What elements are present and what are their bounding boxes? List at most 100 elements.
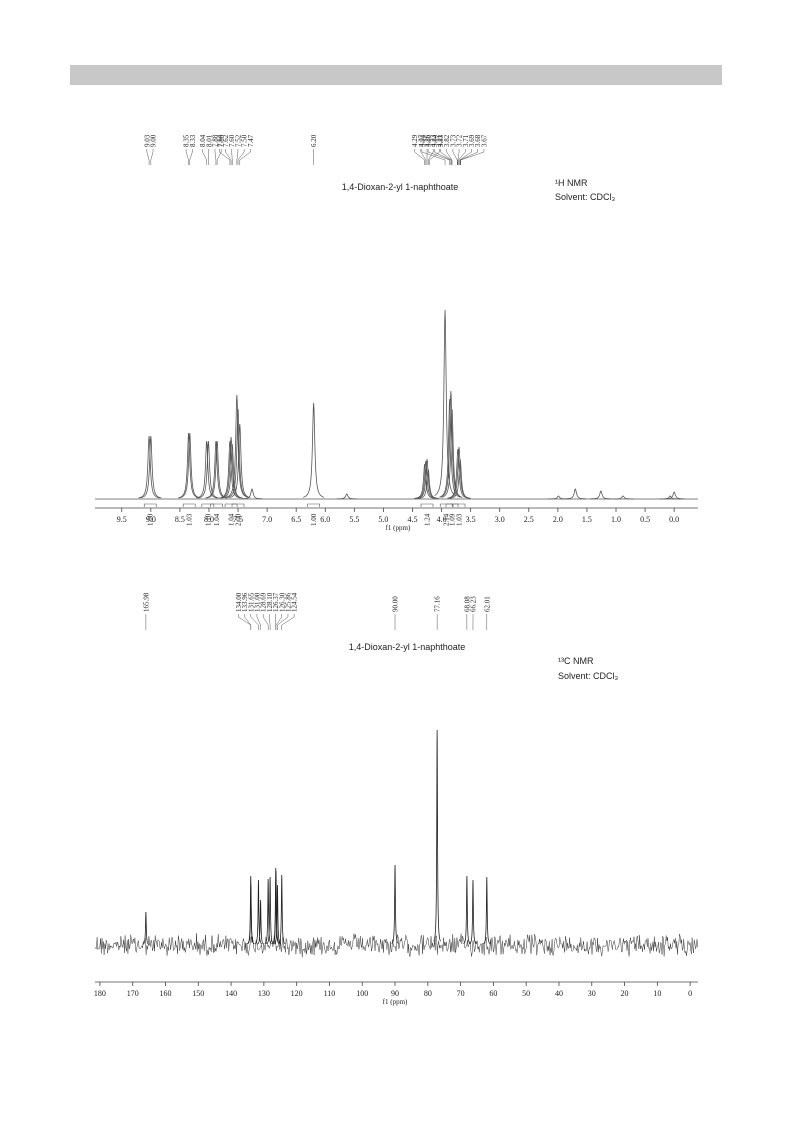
peak — [434, 730, 441, 941]
peak-label-leader — [257, 614, 261, 630]
x-tick-label: 3.5 — [466, 515, 476, 524]
peak-label: 90.00 — [392, 596, 400, 612]
peak-label-leader — [238, 149, 244, 165]
peak-label-leader — [215, 149, 216, 165]
x-tick-label: 80 — [424, 989, 432, 998]
peak-label-leader — [276, 614, 282, 630]
x-axis-label: f1 (ppm) — [386, 524, 411, 532]
peak-label-leader — [226, 149, 232, 165]
x-tick-label: 0.0 — [669, 515, 679, 524]
solvent-label: Solvent: CDCl₃ — [555, 192, 616, 202]
peak — [435, 310, 456, 496]
peak — [303, 403, 324, 497]
peak — [483, 877, 490, 944]
x-tick-label: 0 — [688, 989, 692, 998]
x-tick-label: 110 — [324, 989, 336, 998]
peak-label: 3.67 — [480, 134, 488, 147]
peak — [464, 876, 471, 944]
x-tick-label: 2.0 — [553, 515, 563, 524]
x-tick-label: 40 — [555, 989, 563, 998]
peak — [392, 865, 399, 944]
x-tick-label: 3.0 — [495, 515, 505, 524]
x-tick-label: 50 — [522, 989, 530, 998]
x-tick-label: 130 — [258, 989, 270, 998]
peak — [278, 875, 285, 944]
integral-label: 1.04 — [213, 513, 221, 526]
x-tick-label: 140 — [225, 989, 237, 998]
peak-label: 7.47 — [247, 134, 255, 147]
peak — [590, 491, 611, 499]
peak-label: 165.98 — [142, 592, 150, 612]
integral-label: 1.03 — [456, 513, 464, 526]
integral-label: 1.00 — [310, 513, 318, 526]
x-tick-label: 180 — [94, 989, 106, 998]
peak — [336, 494, 357, 499]
integral-label: 1.24 — [424, 513, 432, 526]
peak-label-leader — [263, 614, 268, 630]
peak-label-leader — [415, 149, 425, 165]
peak-label-leader — [151, 149, 153, 165]
x-tick-label: 90 — [391, 989, 399, 998]
integral-bracket — [308, 504, 320, 507]
peak — [664, 492, 685, 499]
peak-label-leader — [269, 614, 270, 630]
x-tick-label: 160 — [159, 989, 171, 998]
nucleus-label: ¹H NMR — [555, 178, 588, 188]
x-tick-label: 20 — [621, 989, 629, 998]
integral-bracket — [183, 504, 195, 507]
peak-label-leader — [245, 614, 251, 630]
peak — [565, 489, 586, 499]
x-axis-label: f1 (ppm) — [383, 998, 408, 1006]
peak-label-leader — [147, 149, 149, 165]
peak-label-leader — [251, 614, 259, 630]
x-tick-label: 5.5 — [349, 515, 359, 524]
x-tick-label: 4.5 — [407, 515, 417, 524]
integral-bracket — [211, 504, 223, 507]
x-tick-label: 5.0 — [378, 515, 388, 524]
integral-bracket — [232, 504, 244, 507]
x-tick-label: 170 — [127, 989, 139, 998]
peak-label: 9.00 — [150, 134, 158, 147]
peak-label-leader — [421, 149, 426, 165]
peak-label-leader — [237, 149, 238, 165]
integral-bracket — [202, 504, 214, 507]
x-tick-label: 0.5 — [640, 515, 650, 524]
x-tick-label: 6.5 — [291, 515, 301, 524]
peak-label: 62.01 — [483, 596, 491, 612]
x-tick-label: 9.5 — [117, 515, 127, 524]
peak-label-leader — [203, 149, 207, 165]
x-tick-label: 7.0 — [262, 515, 272, 524]
peak-label: 6.20 — [310, 134, 318, 147]
peak-label-leader — [190, 149, 193, 165]
x-tick-label: 70 — [457, 989, 465, 998]
peak-label-leader — [240, 149, 251, 165]
header-bar — [70, 65, 722, 85]
peak-label: 66.23 — [470, 596, 478, 612]
x-tick-label: 8.5 — [175, 515, 185, 524]
peak-label-leader — [428, 149, 433, 165]
peak-label-leader — [186, 149, 189, 165]
nucleus-label: ¹³C NMR — [558, 656, 594, 666]
spectrum-title: 1,4-Dioxan-2-yl 1-naphthoate — [349, 642, 466, 652]
x-tick-label: 6.0 — [320, 515, 330, 524]
integral-bracket — [144, 504, 156, 507]
peak-label: 77.16 — [434, 596, 442, 612]
x-tick-label: 120 — [291, 989, 303, 998]
peak — [612, 496, 633, 499]
integral-label: 1.03 — [186, 513, 194, 526]
peak-label: 124.54 — [291, 592, 299, 612]
x-tick-label: 2.5 — [524, 515, 534, 524]
integral-label: 2.00 — [235, 513, 243, 526]
integral-label: 1.10 — [204, 513, 212, 526]
x-tick-label: 1.5 — [582, 515, 592, 524]
spectrum-title: 1,4-Dioxan-2-yl 1-naphthoate — [342, 182, 459, 192]
solvent-label: Solvent: CDCl₃ — [558, 671, 619, 681]
integral-bracket — [421, 504, 433, 507]
peak-label: 8.33 — [189, 134, 197, 147]
x-tick-label: 1.0 — [611, 515, 621, 524]
x-tick-label: 30 — [588, 989, 596, 998]
x-tick-label: 100 — [356, 989, 368, 998]
x-tick-label: 60 — [489, 989, 497, 998]
